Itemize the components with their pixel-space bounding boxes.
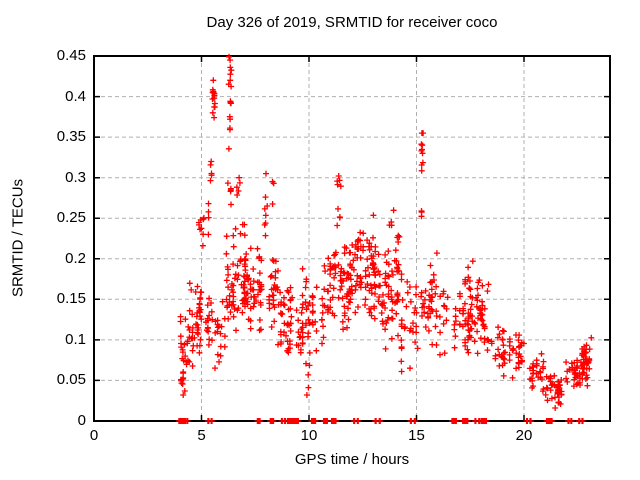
x-tick-label: 15 (408, 427, 425, 444)
y-tick-label: 0.2 (65, 249, 86, 267)
y-tick-label: 0.1 (65, 330, 86, 348)
gridlines (94, 56, 610, 421)
y-tick-label: 0.45 (56, 47, 86, 64)
zero-value-markers (175, 418, 586, 424)
y-tick-label: 0.3 (65, 168, 86, 186)
y-axis-label: SRMTID / TECUs (9, 178, 27, 298)
y-tick-label: 0.35 (56, 128, 86, 146)
x-tick-label: 0 (89, 427, 99, 444)
x-tick-label: 5 (197, 427, 206, 444)
y-tick-label: 0.15 (56, 290, 86, 308)
y-tick-label: 0.25 (56, 209, 86, 227)
y-tick-label: 0 (77, 412, 86, 429)
y-tick-label: 0.4 (65, 87, 86, 105)
x-tick-label: 20 (515, 427, 533, 444)
x-tick-label: 10 (300, 427, 318, 444)
y-tick-label: 0.05 (56, 371, 86, 389)
x-axis-label: GPS time / hours (294, 451, 410, 468)
chart-title: Day 326 of 2019, SRMTID for receiver coc… (206, 14, 498, 31)
data-points (177, 53, 595, 411)
